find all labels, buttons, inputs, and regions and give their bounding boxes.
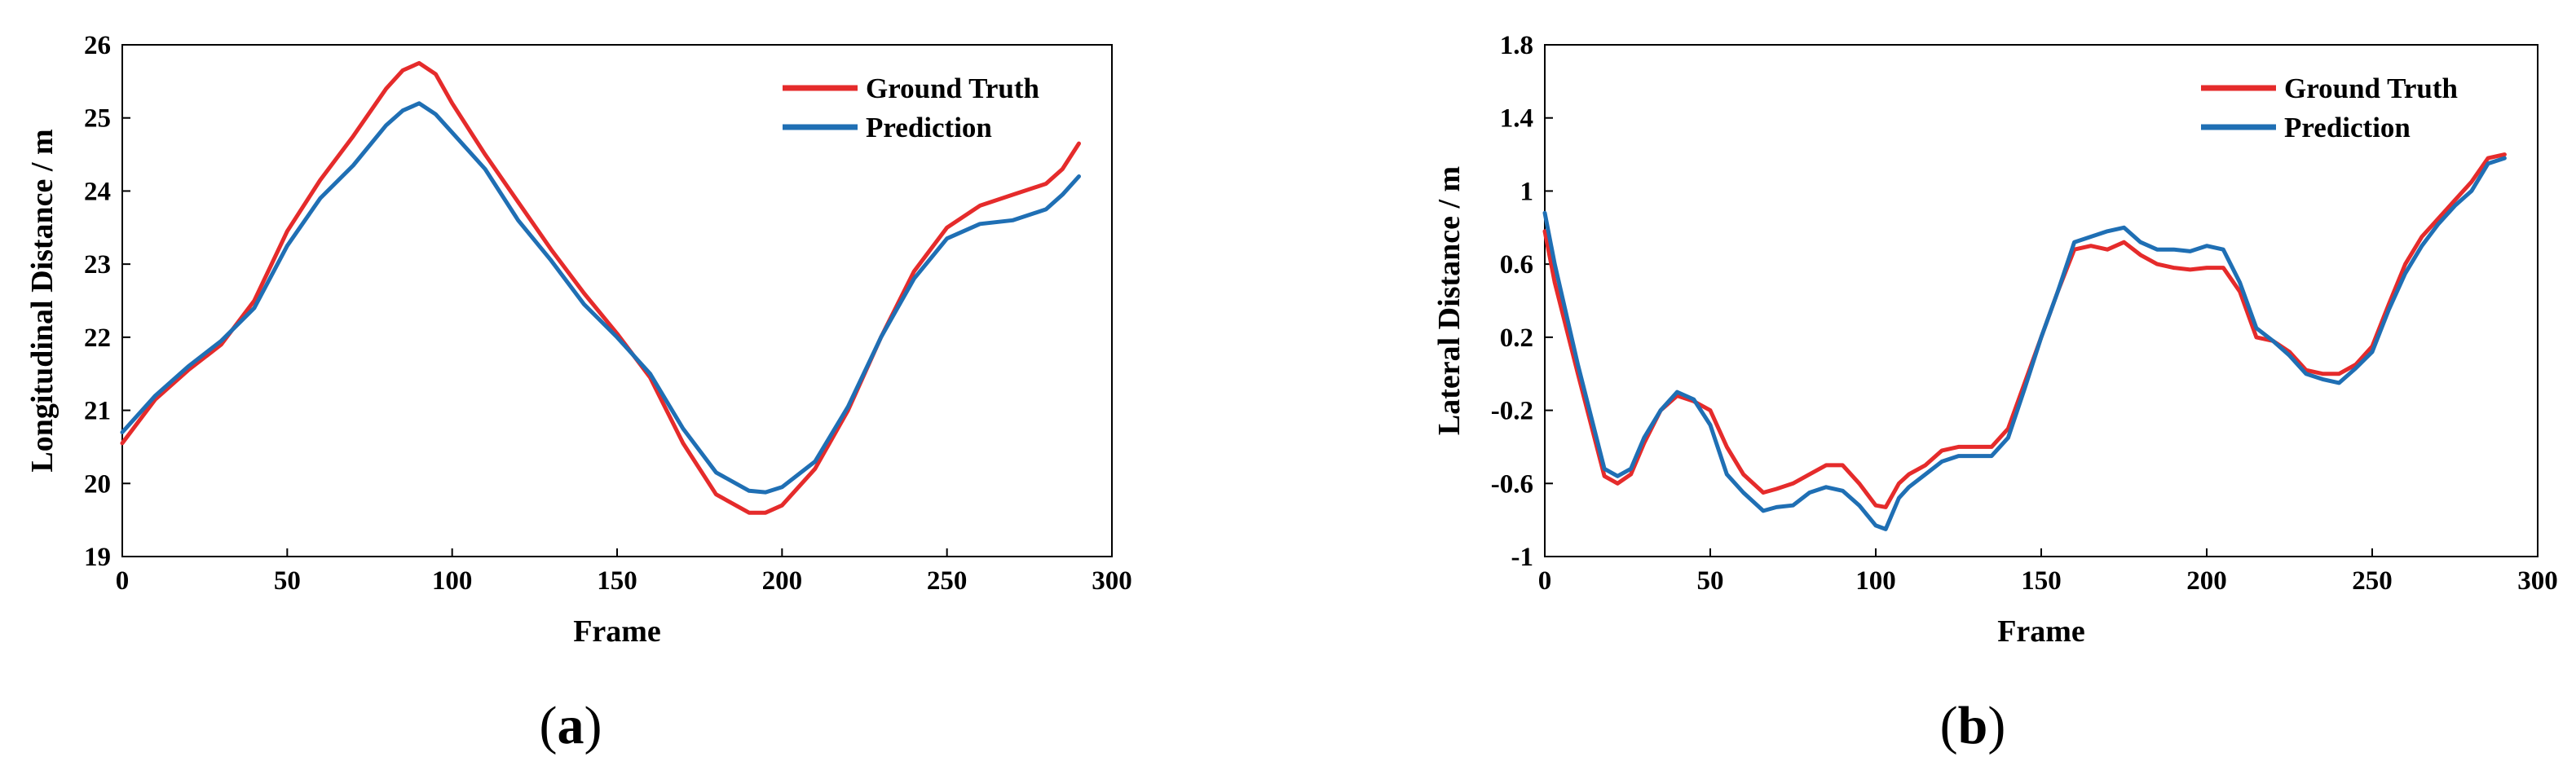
y-tick-label: 25 (84, 104, 111, 134)
y-tick-label: 1.8 (1500, 31, 1533, 60)
y-ticks-a: 19 20 21 22 23 24 25 26 (84, 31, 130, 572)
y-tick-label: 0.6 (1500, 250, 1533, 279)
x-tick-label: 200 (762, 566, 803, 596)
x-tick-label: 150 (2021, 566, 2062, 596)
series-lines-a (120, 60, 1081, 515)
y-axis-label-b: Lateral Distance / m (1432, 166, 1467, 435)
x-axis-label-b: Frame (1997, 614, 2085, 649)
x-tick-label: 250 (2352, 566, 2393, 596)
x-tick-label: 200 (2186, 566, 2227, 596)
x-tick-label: 0 (1538, 566, 1552, 596)
x-tick-label: 300 (2517, 566, 2558, 596)
y-tick-label: -0.2 (1491, 397, 1533, 426)
x-tick-label: 300 (1092, 566, 1132, 596)
x-tick-label: 100 (432, 566, 473, 596)
chart-panel-b: 0 50 100 150 200 250 300 -1 -0.6 -0.2 0.2 0.6 1 1.4 1… (1432, 31, 2558, 755)
y-tick-label: 24 (84, 177, 111, 206)
y-tick-label: 26 (84, 31, 111, 60)
series-lines-b (1542, 152, 2507, 531)
y-tick-label: 22 (84, 323, 111, 353)
legend-label-prediction-b: Prediction (2284, 112, 2411, 143)
x-tick-label: 100 (1855, 566, 1896, 596)
x-tick-label: 50 (1697, 566, 1724, 596)
panel-label-a: (a) (540, 696, 602, 755)
y-tick-label: -0.6 (1491, 469, 1533, 499)
legend-b: Ground Truth Prediction (2201, 73, 2458, 143)
y-tick-label: 23 (84, 250, 111, 279)
y-tick-label: 21 (84, 397, 111, 426)
y-ticks-b: -1 -0.6 -0.2 0.2 0.6 1 1.4 1.8 (1491, 31, 1553, 572)
series-line-ground-truth-b (1542, 152, 2507, 509)
series-line-ground-truth-a (120, 60, 1081, 515)
x-axis-label-a: Frame (573, 614, 661, 649)
x-ticks-a: 0 50 100 150 200 250 300 (116, 548, 1132, 596)
x-tick-label: 250 (927, 566, 968, 596)
y-axis-label-a: Longitudinal Distance / m (25, 129, 60, 472)
chart-panel-a: 0 50 100 150 200 250 300 19 20 21 22 23 24 25 26 Fram… (25, 31, 1132, 755)
x-ticks-b: 0 50 100 150 200 250 300 (1538, 548, 2558, 596)
y-tick-label: 20 (84, 469, 111, 499)
y-tick-label: 0.2 (1500, 323, 1533, 353)
legend-label-prediction-a: Prediction (866, 112, 992, 143)
legend-label-ground-truth-b: Ground Truth (2284, 73, 2458, 104)
x-tick-label: 0 (116, 566, 130, 596)
y-tick-label: 1.4 (1500, 104, 1533, 134)
y-tick-label: 19 (84, 543, 111, 572)
x-tick-label: 150 (597, 566, 637, 596)
series-line-prediction-a (120, 101, 1081, 495)
series-line-prediction-b (1542, 156, 2507, 531)
y-tick-label: 1 (1520, 177, 1534, 206)
legend-label-ground-truth-a: Ground Truth (866, 73, 1039, 104)
x-tick-label: 50 (274, 566, 301, 596)
panel-label-b: (b) (1940, 696, 2006, 755)
panel-letter-a: a (558, 696, 584, 755)
panel-letter-b: b (1958, 696, 1988, 755)
y-tick-label: -1 (1511, 543, 1534, 572)
legend-a: Ground Truth Prediction (783, 73, 1039, 143)
